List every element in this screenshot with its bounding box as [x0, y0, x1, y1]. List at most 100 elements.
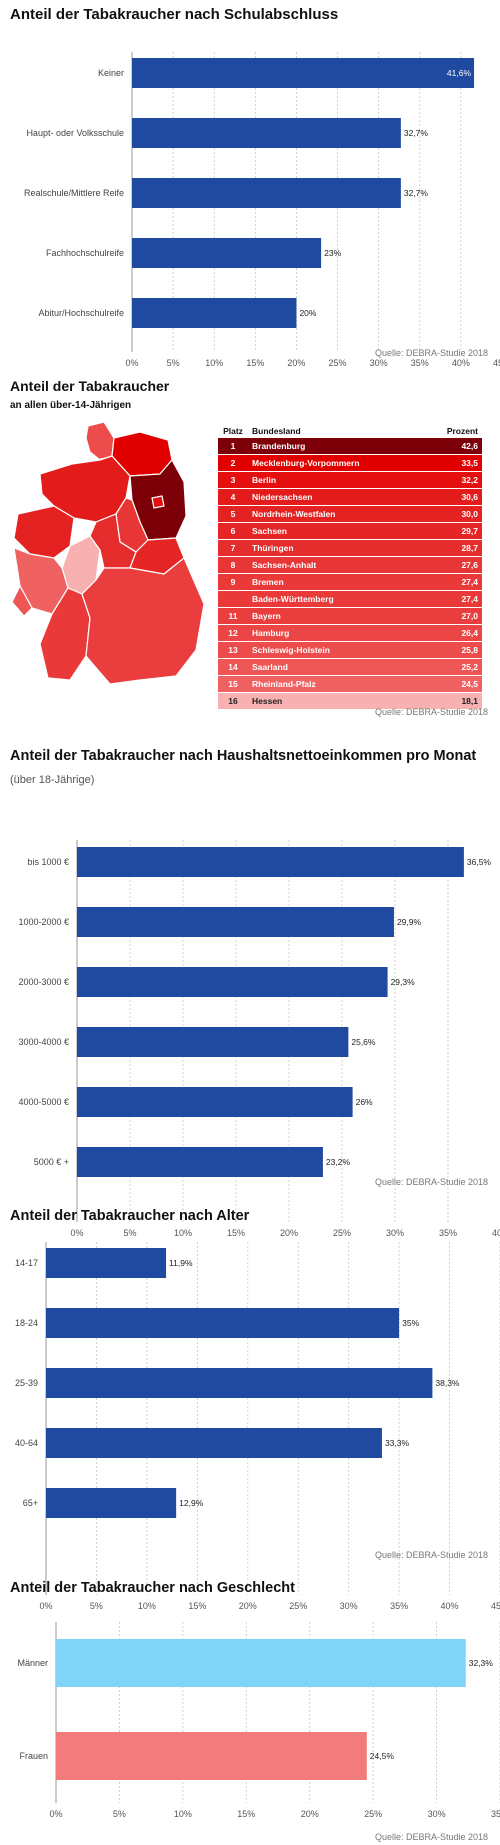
- data-label: 41,6%: [447, 68, 472, 78]
- ranking-prozent: 30,6: [461, 492, 478, 502]
- ranking-platz: 6: [230, 526, 236, 536]
- x-tick-label: 10%: [174, 1809, 192, 1819]
- bar: [77, 1087, 353, 1117]
- ranking-platz: 4: [230, 492, 236, 502]
- column-header-bundesland: Bundesland: [252, 426, 301, 436]
- ranking-prozent: 30,0: [461, 509, 478, 519]
- bar: [56, 1732, 367, 1780]
- data-label: 11,9%: [169, 1258, 193, 1268]
- x-tick-label: 30%: [370, 358, 388, 368]
- category-label: 2000-3000 €: [18, 977, 69, 987]
- ranking-bundesland: Baden-Württemberg: [252, 594, 334, 604]
- chart-title-einkommen: Anteil der Tabakraucher nach Haushaltsne…: [10, 748, 477, 764]
- x-tick-label: 35%: [390, 1601, 408, 1611]
- ranking-prozent: 25,2: [461, 662, 478, 672]
- x-tick-label: 25%: [329, 358, 347, 368]
- source-note: Quelle: DEBRA-Studie 2018: [374, 1550, 488, 1560]
- bar: [46, 1308, 400, 1338]
- x-tick-label: 0%: [125, 358, 138, 368]
- chart-title-bundesland: Anteil der Tabakraucher: [10, 378, 170, 394]
- x-tick-label: 20%: [301, 1809, 319, 1819]
- map-region-schleswig-holstein: [85, 421, 115, 461]
- ranking-prozent: 42,6: [461, 441, 478, 451]
- x-tick-label: 20%: [280, 1228, 298, 1238]
- ranking-table: Platz Bundesland Prozent 1 Brandenburg 42,…: [218, 424, 482, 710]
- column-header-platz: Platz: [223, 426, 243, 436]
- ranking-prozent: 24,5: [461, 679, 478, 689]
- category-label: Abitur/Hochschulreife: [38, 308, 124, 318]
- category-label: Männer: [17, 1658, 48, 1668]
- x-tick-label: 20%: [239, 1601, 257, 1611]
- x-tick-label: 15%: [188, 1601, 206, 1611]
- category-label: 18-24: [15, 1318, 38, 1328]
- x-tick-label: 40%: [452, 358, 470, 368]
- bar: [132, 118, 401, 148]
- ranking-row: 3 Berlin 32,2: [218, 472, 482, 488]
- ranking-platz: [218, 591, 248, 607]
- chart-title-schulabschluss: Anteil der Tabakraucher nach Schulabschl…: [10, 6, 339, 23]
- ranking-table-header: Platz Bundesland Prozent: [218, 424, 482, 438]
- data-label: 12,9%: [179, 1498, 204, 1508]
- ranking-platz: 1: [230, 441, 236, 451]
- category-label: 1000-2000 €: [18, 917, 69, 927]
- data-label: 25,6%: [351, 1037, 376, 1047]
- chart-subtitle-bundesland: an allen über-14-Jährigen: [10, 400, 132, 411]
- x-tick-label: 25%: [289, 1601, 307, 1611]
- category-label: 65+: [23, 1498, 38, 1508]
- data-label: 29,3%: [391, 977, 416, 987]
- data-label: 20%: [299, 308, 316, 318]
- ranking-row: 11 Bayern 27,0: [218, 608, 482, 624]
- data-label: 35%: [402, 1318, 419, 1328]
- source-note: Quelle: DEBRA-Studie 2018: [374, 1832, 488, 1842]
- ranking-row: 9 Bremen 27,4: [218, 574, 482, 590]
- ranking-bundesland: Berlin: [252, 475, 277, 485]
- ranking-bundesland: Brandenburg: [252, 441, 306, 451]
- ranking-row: 5 Nordrhein-Westfalen 30,0: [218, 506, 482, 522]
- bar-chart-schulabschluss: 0% 5% 10% 15% 20% 25% 30% 35% 40% 45% Keiner 41,6% H…: [24, 52, 500, 368]
- category-label: Frauen: [19, 1751, 48, 1761]
- ranking-prozent: 33,5: [461, 458, 478, 468]
- category-label: Fachhochschulreife: [46, 248, 124, 258]
- data-label: 33,3%: [385, 1438, 410, 1448]
- ranking-prozent: 32,2: [461, 475, 478, 485]
- x-tick-label: 30%: [340, 1601, 358, 1611]
- data-label: 32,3%: [469, 1658, 494, 1668]
- category-label: Keiner: [98, 68, 124, 78]
- ranking-bundesland: Niedersachsen: [252, 492, 313, 502]
- bar: [77, 907, 394, 937]
- x-tick-label: 10%: [138, 1601, 156, 1611]
- ranking-row: 14 Saarland 25,2: [218, 659, 482, 675]
- ranking-platz: 7: [230, 543, 236, 553]
- ranking-platz: 13: [228, 645, 238, 655]
- ranking-platz: 5: [230, 509, 236, 519]
- ranking-prozent: 27,4: [461, 594, 478, 604]
- data-label: 32,7%: [404, 128, 429, 138]
- ranking-row: 2 Mecklenburg-Vorpommern 33,5: [218, 455, 482, 471]
- bar: [46, 1428, 382, 1458]
- ranking-prozent: 27,6: [461, 560, 478, 570]
- bar: [77, 967, 388, 997]
- ranking-bundesland: Nordrhein-Westfalen: [252, 509, 336, 519]
- ranking-prozent: 27,0: [461, 611, 478, 621]
- ranking-bundesland: Bayern: [252, 611, 281, 621]
- ranking-row: 6 Sachsen 29,7: [218, 523, 482, 539]
- source-note: Quelle: DEBRA-Studie 2018: [374, 707, 488, 717]
- x-tick-label: 30%: [386, 1228, 404, 1238]
- data-label: 38,3%: [435, 1378, 460, 1388]
- x-tick-label: 15%: [246, 358, 264, 368]
- bar-chart-alter: 0% 5% 10% 15% 20% 25% 30% 35% 40% 45% 14-17 11,9% 18…: [15, 1242, 500, 1611]
- ranking-bundesland: Hessen: [252, 696, 283, 706]
- ranking-bundesland: Schleswig-Holstein: [252, 645, 330, 655]
- ranking-row: 8 Sachsen-Anhalt 27,6: [218, 557, 482, 573]
- bar: [132, 298, 297, 328]
- ranking-row: Baden-Württemberg 27,4: [218, 591, 482, 607]
- category-label: Realschule/Mittlere Reife: [24, 188, 124, 198]
- ranking-prozent: 18,1: [461, 696, 478, 706]
- source-note: Quelle: DEBRA-Studie 2018: [374, 1177, 488, 1187]
- bar: [77, 1147, 323, 1177]
- category-label: Haupt- oder Volksschule: [26, 128, 124, 138]
- ranking-bundesland: Hamburg: [252, 628, 290, 638]
- ranking-prozent: 28,7: [461, 543, 478, 553]
- ranking-prozent: 25,8: [461, 645, 478, 655]
- bar-chart-geschlecht: 0% 5% 10% 15% 20% 25% 30% 35% Männer 32,3% Frauen 2…: [17, 1622, 500, 1819]
